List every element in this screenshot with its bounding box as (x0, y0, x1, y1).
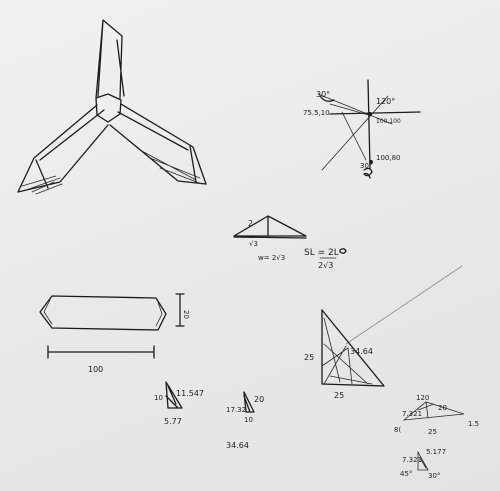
triangle-20-sketch: 20 17.32 10 34.64 (226, 391, 264, 450)
label-20-small: 20 (438, 404, 447, 412)
label-25-bottom: 25 (334, 391, 344, 400)
y-shape-sketch (17, 19, 207, 195)
pencil-guide-line (345, 265, 463, 345)
label-120: 120° (376, 97, 395, 106)
flat-triangle (233, 215, 307, 239)
label-root3: √3 (249, 240, 258, 248)
label-10-bottom: 10 (244, 416, 253, 424)
label-577: 5.77 (164, 417, 182, 426)
formula-w: w= 2√3 (258, 254, 285, 262)
horizontal-line (329, 111, 421, 115)
label-75-5-10: 75.5,10 (303, 109, 330, 117)
vertex-dot-top (368, 112, 372, 116)
large-triangle-sketch: 25 34.64 25 (304, 265, 463, 400)
label-3464-large: 34.64 (350, 347, 373, 356)
label-30-small: 30° (428, 472, 440, 480)
large-triangle-construction (321, 317, 373, 385)
hexagon-inner (43, 299, 163, 327)
label-5177: 5.177 (426, 448, 446, 456)
label-15: 1.5 (468, 420, 479, 428)
ink-blot (339, 248, 347, 254)
vertex-dot-bottom (369, 160, 373, 164)
label-1732: 17.32 (226, 406, 246, 414)
label-7321-bottom: 7.321 (402, 456, 422, 464)
label-25-left: 25 (304, 353, 314, 362)
large-triangle (321, 309, 385, 387)
label-25-small: 25 (428, 428, 437, 436)
y-shape-center-hex (95, 93, 122, 123)
formula-sl: SL = 2L (304, 248, 339, 258)
label-120-small: 120 (416, 394, 429, 402)
label-3464-bottom: 34.64 (226, 441, 249, 450)
label-7321-top: 7.321 (402, 410, 422, 418)
label-20: 20 (182, 310, 190, 319)
label-2: 2 (248, 219, 253, 228)
label-10-left: 10 (154, 394, 163, 402)
diagonal-lines (317, 93, 393, 171)
small-triangle (417, 450, 429, 471)
label-100-100: 100,100 (376, 118, 401, 125)
label-30-bottom: 30° (360, 162, 372, 170)
right-triangle-notes: 120 7.321 20 1.5 8( 25 7.321 5.177 45° 3… (394, 394, 479, 480)
y-shape-top-arm (95, 19, 125, 99)
dimension-20-line (175, 293, 185, 327)
hexagon-outline (39, 295, 167, 331)
label-30-top: 30° (316, 90, 330, 99)
flat-triangle-sketch: 2 √3 w= 2√3 SL = 2L 2√3 (233, 215, 347, 270)
hexagon-bar: 100 20 (39, 293, 190, 374)
label-11547: 11.547 (176, 389, 204, 398)
triangle-20 (243, 391, 255, 413)
scribble-bottom (363, 167, 373, 179)
y-shape-right-arm (109, 103, 207, 185)
y-shape-hatch (21, 149, 203, 195)
vertical-line (367, 79, 371, 169)
label-8: 8( (394, 426, 401, 434)
label-100-80: 100,80 (376, 154, 401, 162)
label-100: 100 (88, 365, 103, 374)
label-20-tri: 20 (254, 395, 264, 404)
dimension-100-line (47, 345, 155, 359)
y-shape-left-arm (17, 104, 109, 193)
angle-arc-top (319, 95, 335, 102)
triangle-10 (165, 381, 183, 409)
label-45: 45° (400, 470, 412, 478)
formula-denominator: 2√3 (318, 261, 333, 270)
triangle-10-sketch: 10 11.547 5.77 (154, 381, 204, 426)
wide-triangle (402, 401, 465, 421)
angle-diagram: 30° 75.5,10 120° 100,100 100,80 30° (303, 79, 421, 179)
